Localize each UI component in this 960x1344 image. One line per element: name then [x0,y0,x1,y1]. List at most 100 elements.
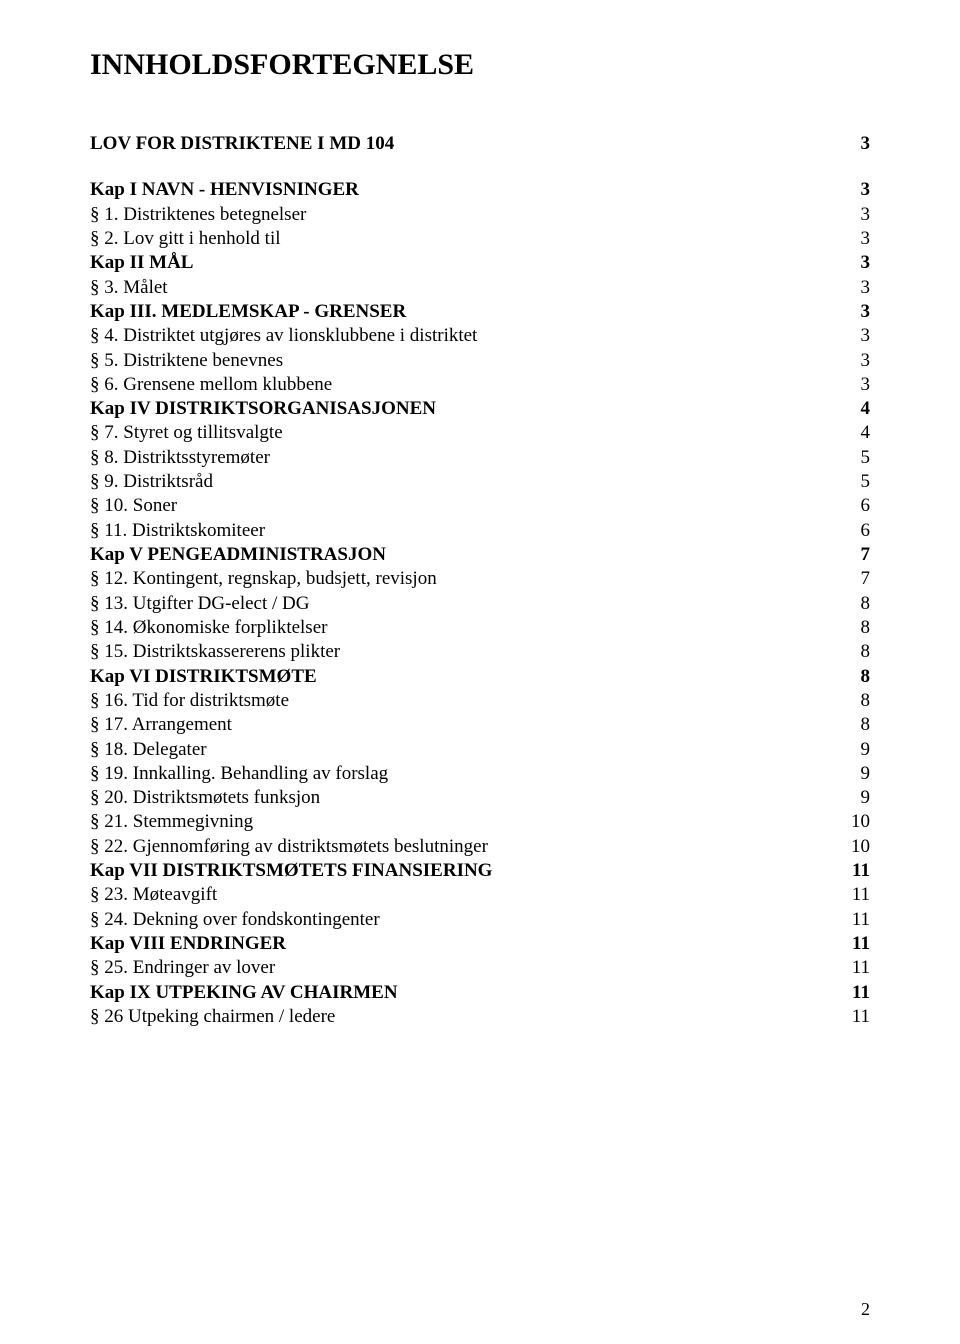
toc-section-row: Kap VIII ENDRINGER11 [90,932,870,956]
toc-label: § 1. Distriktenes betegnelser [90,203,846,227]
toc-page-number: 7 [846,543,870,567]
toc-spacer [90,156,870,178]
toc-entry-row: § 15. Distriktskassererens plikter8 [90,640,870,664]
toc-label: § 12. Kontingent, regnskap, budsjett, re… [90,567,846,591]
toc-label: § 4. Distriktet utgjøres av lionsklubben… [90,324,846,348]
toc-label: Kap I NAVN - HENVISNINGER [90,178,846,202]
toc-label: § 18. Delegater [90,738,846,762]
toc-entry-row: § 5. Distriktene benevnes3 [90,349,870,373]
toc-spacer [90,110,870,132]
toc-page-number: 3 [846,349,870,373]
toc-page-number: 9 [846,738,870,762]
toc-entry-row: § 22. Gjennomføring av distriktsmøtets b… [90,835,870,859]
toc-entry-row: § 26 Utpeking chairmen / ledere11 [90,1005,870,1029]
toc-label: § 21. Stemmegivning [90,810,846,834]
toc-entry-row: § 4. Distriktet utgjøres av lionsklubben… [90,324,870,348]
toc-page-number: 5 [846,446,870,470]
toc-label: § 11. Distriktskomiteer [90,519,846,543]
toc-page-number: 11 [846,1005,870,1029]
toc-page-number: 3 [846,227,870,251]
toc-entry-row: § 19. Innkalling. Behandling av forslag9 [90,762,870,786]
toc-label: § 23. Møteavgift [90,883,846,907]
toc-label: § 19. Innkalling. Behandling av forslag [90,762,846,786]
toc-label: § 26 Utpeking chairmen / ledere [90,1005,846,1029]
toc-entry-row: § 23. Møteavgift11 [90,883,870,907]
toc-label: § 25. Endringer av lover [90,956,846,980]
toc-page-number: 3 [846,373,870,397]
toc-entry-row: § 25. Endringer av lover11 [90,956,870,980]
toc-page-number: 6 [846,519,870,543]
toc-page-number: 3 [846,324,870,348]
page-title: INNHOLDSFORTEGNELSE [90,48,870,82]
toc-section-row: Kap II MÅL3 [90,251,870,275]
toc-entry-row: § 18. Delegater9 [90,738,870,762]
toc-entry-row: § 3. Målet3 [90,276,870,300]
toc-entry-row: § 20. Distriktsmøtets funksjon9 [90,786,870,810]
toc-page-number: 8 [846,665,870,689]
toc-label: § 24. Dekning over fondskontingenter [90,908,846,932]
toc-entry-row: § 17. Arrangement8 [90,713,870,737]
toc-section-row: Kap VII DISTRIKTSMØTETS FINANSIERING11 [90,859,870,883]
toc-entry-row: § 24. Dekning over fondskontingenter11 [90,908,870,932]
toc-label: § 17. Arrangement [90,713,846,737]
toc-label: LOV FOR DISTRIKTENE I MD 104 [90,132,846,156]
toc-section-row: Kap I NAVN - HENVISNINGER3 [90,178,870,202]
toc-label: § 16. Tid for distriktsmøte [90,689,846,713]
toc-section-row: Kap IX UTPEKING AV CHAIRMEN11 [90,981,870,1005]
toc-section-row: LOV FOR DISTRIKTENE I MD 1043 [90,132,870,156]
toc-page-number: 9 [846,762,870,786]
toc-label: § 9. Distriktsråd [90,470,846,494]
toc-entry-row: § 8. Distriktsstyremøter5 [90,446,870,470]
toc-label: Kap III. MEDLEMSKAP - GRENSER [90,300,846,324]
toc-page-number: 6 [846,494,870,518]
toc-label: Kap VII DISTRIKTSMØTETS FINANSIERING [90,859,846,883]
toc-page-number: 3 [846,251,870,275]
toc-page-number: 8 [846,616,870,640]
toc-label: § 22. Gjennomføring av distriktsmøtets b… [90,835,846,859]
toc-label: Kap II MÅL [90,251,846,275]
toc-page-number: 11 [846,859,870,883]
toc-entry-row: § 10. Soner6 [90,494,870,518]
toc-label: Kap V PENGEADMINISTRASJON [90,543,846,567]
toc-page-number: 8 [846,592,870,616]
page-number: 2 [861,1299,870,1320]
toc-page-number: 3 [846,132,870,156]
toc-label: § 8. Distriktsstyremøter [90,446,846,470]
toc-entry-row: § 12. Kontingent, regnskap, budsjett, re… [90,567,870,591]
toc-section-row: Kap VI DISTRIKTSMØTE8 [90,665,870,689]
toc-page-number: 10 [846,835,870,859]
toc-page-number: 7 [846,567,870,591]
toc-page-number: 3 [846,300,870,324]
toc-page-number: 3 [846,178,870,202]
toc-entry-row: § 6. Grensene mellom klubbene3 [90,373,870,397]
toc-page-number: 11 [846,883,870,907]
toc-page-number: 10 [846,810,870,834]
toc-page-number: 8 [846,640,870,664]
toc-page-number: 11 [846,908,870,932]
toc-label: Kap IV DISTRIKTSORGANISASJONEN [90,397,846,421]
toc-entry-row: § 9. Distriktsråd5 [90,470,870,494]
toc-entry-row: § 7. Styret og tillitsvalgte4 [90,421,870,445]
toc-page-number: 9 [846,786,870,810]
toc-page-number: 11 [846,981,870,1005]
toc-label: § 5. Distriktene benevnes [90,349,846,373]
toc-page-number: 8 [846,713,870,737]
toc-label: Kap VIII ENDRINGER [90,932,846,956]
toc-page-number: 5 [846,470,870,494]
toc-entry-row: § 13. Utgifter DG-elect / DG8 [90,592,870,616]
toc-entry-row: § 16. Tid for distriktsmøte8 [90,689,870,713]
toc-page-number: 8 [846,689,870,713]
toc-label: § 6. Grensene mellom klubbene [90,373,846,397]
toc-label: § 3. Målet [90,276,846,300]
document-page: INNHOLDSFORTEGNELSE LOV FOR DISTRIKTENE … [0,0,960,1344]
toc-entry-row: § 1. Distriktenes betegnelser3 [90,203,870,227]
toc-page-number: 11 [846,932,870,956]
toc-section-row: Kap V PENGEADMINISTRASJON7 [90,543,870,567]
toc-label: § 13. Utgifter DG-elect / DG [90,592,846,616]
toc-label: § 20. Distriktsmøtets funksjon [90,786,846,810]
table-of-contents: LOV FOR DISTRIKTENE I MD 1043Kap I NAVN … [90,110,870,1029]
toc-page-number: 3 [846,203,870,227]
toc-page-number: 11 [846,956,870,980]
toc-label: § 2. Lov gitt i henhold til [90,227,846,251]
toc-entry-row: § 21. Stemmegivning10 [90,810,870,834]
